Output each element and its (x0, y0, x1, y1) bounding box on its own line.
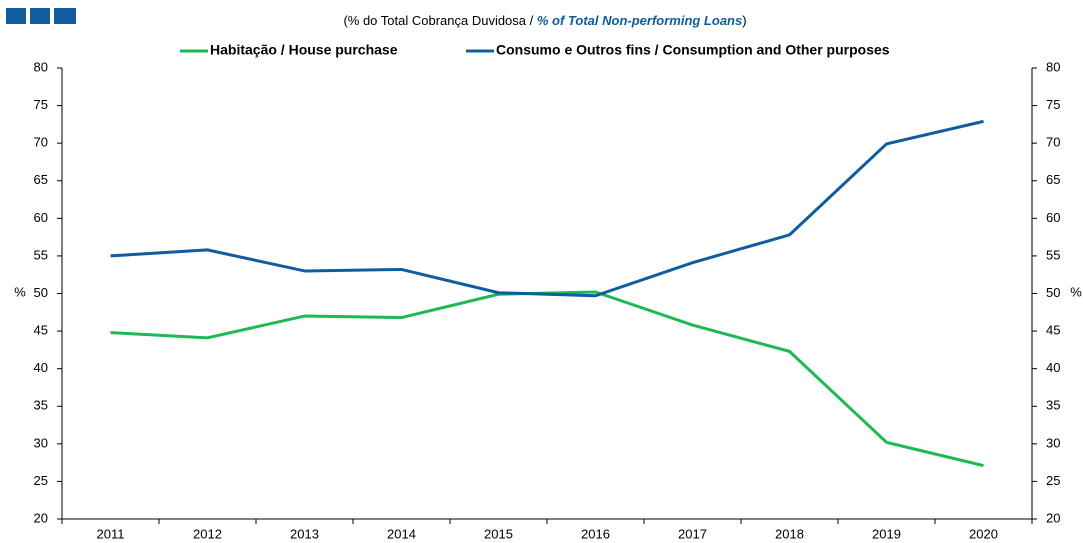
y2-tick-label: 65 (1046, 172, 1060, 187)
series-line (110, 290, 984, 468)
y-tick-label: 50 (34, 285, 48, 300)
y2-tick-label: 40 (1046, 360, 1060, 375)
y-tick-label: 35 (34, 398, 48, 413)
y2-tick-label: 50 (1046, 285, 1060, 300)
y-tick-label: 40 (34, 360, 48, 375)
y2-tick-label: 35 (1046, 398, 1060, 413)
y2-tick-label: 75 (1046, 97, 1060, 112)
y-tick-label: 20 (34, 510, 48, 525)
logo-block (30, 8, 50, 24)
x-tick-label: 2011 (97, 526, 125, 541)
y-tick-label: 45 (34, 323, 48, 338)
x-tick-label: 2020 (969, 526, 998, 541)
logo-block (54, 8, 76, 24)
y-tick-label: 60 (34, 210, 48, 225)
logo-block (6, 8, 26, 24)
legend-label: Habitação / House purchase (210, 42, 398, 58)
y-tick-label: 30 (34, 435, 48, 450)
legend-label: Consumo e Outros fins / Consumption and … (496, 42, 890, 58)
y2-tick-label: 60 (1046, 210, 1060, 225)
y2-tick-label: 20 (1046, 510, 1060, 525)
x-tick-label: 2012 (193, 526, 222, 541)
x-tick-label: 2017 (678, 526, 707, 541)
y-tick-label: 80 (34, 59, 48, 74)
subtitle-pt: (% do Total Cobrança Duvidosa / (343, 13, 533, 28)
y-tick-label: 25 (34, 473, 48, 488)
series-line (110, 119, 984, 298)
y-tick-label: 70 (34, 135, 48, 150)
subtitle: (% do Total Cobrança Duvidosa / % of Tot… (343, 13, 746, 28)
subtitle-en: % of Total Non-performing Loans (537, 13, 742, 28)
y2-tick-label: 25 (1046, 473, 1060, 488)
y2-tick-label: 55 (1046, 247, 1060, 262)
x-tick-label: 2016 (581, 526, 610, 541)
x-tick-label: 2018 (775, 526, 804, 541)
x-tick-label: 2019 (872, 526, 901, 541)
x-tick-label: 2013 (290, 526, 319, 541)
y2-tick-label: 45 (1046, 323, 1060, 338)
y2-tick-label: 30 (1046, 435, 1060, 450)
x-tick-label: 2014 (387, 526, 416, 541)
subtitle-close: ) (742, 13, 746, 28)
y-tick-label: 75 (34, 97, 48, 112)
y-tick-label: 55 (34, 247, 48, 262)
y2-tick-label: 80 (1046, 59, 1060, 74)
y-tick-label: 65 (34, 172, 48, 187)
x-tick-label: 2015 (484, 526, 513, 541)
y-axis-label: % (14, 284, 26, 299)
y2-axis-label: % (1070, 284, 1082, 299)
y2-tick-label: 70 (1046, 135, 1060, 150)
